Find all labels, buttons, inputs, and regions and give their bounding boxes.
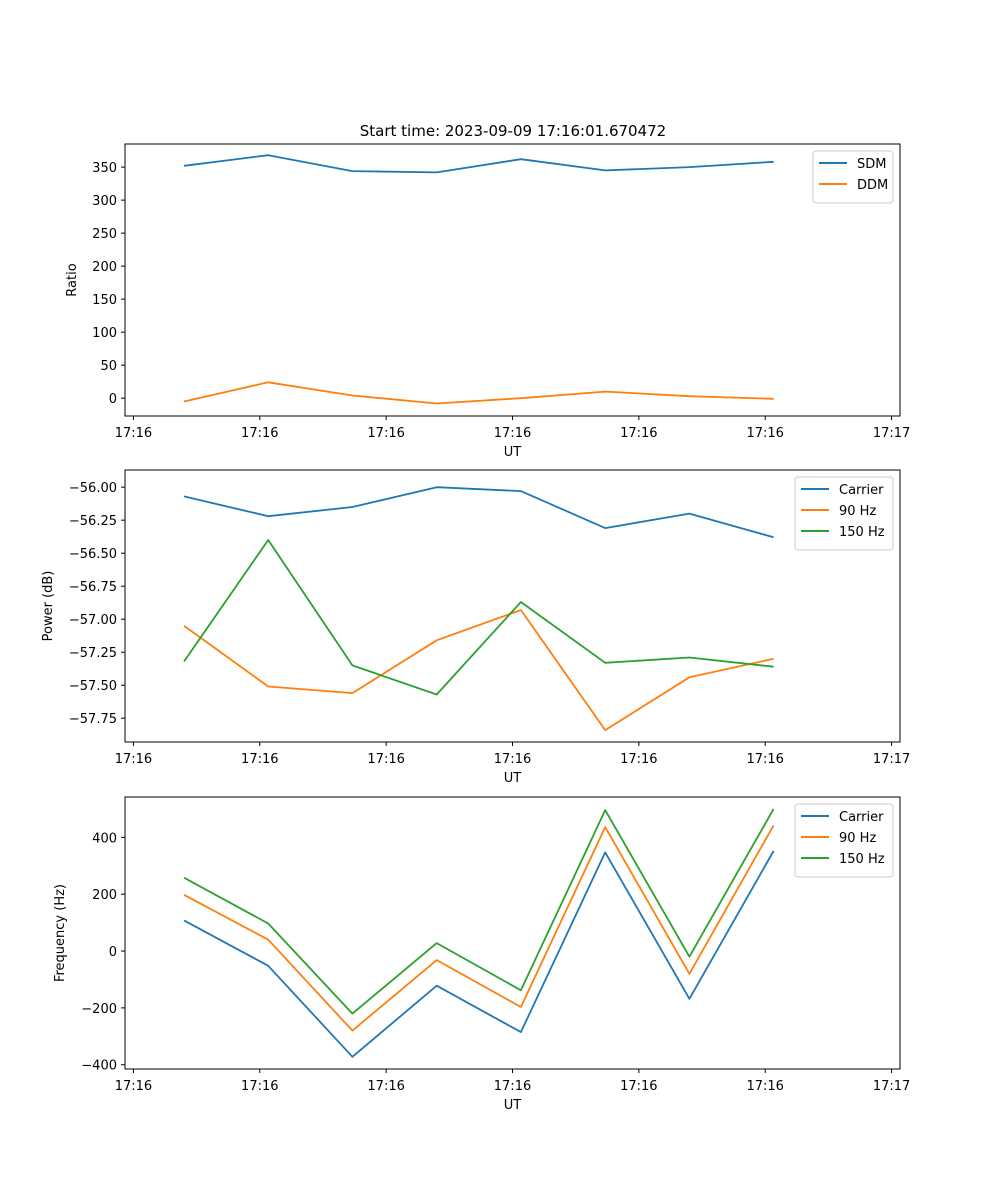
series-line-carrier: [183, 850, 775, 1058]
legend-label: 90 Hz: [839, 504, 876, 519]
series-line-sdm: [183, 154, 774, 174]
y-tick-label: 350: [92, 161, 117, 176]
legend: Carrier 90 Hz 150 Hz: [794, 803, 894, 878]
x-tick-label: 17:16: [367, 752, 404, 767]
x-tick-label: 17:16: [746, 752, 783, 767]
chart-panel-1: 0 50 100 150 200 250 300 350 17:16 17:16 17:16 17:1…: [65, 143, 910, 460]
series-line-ddm: [183, 381, 774, 405]
series-line-carrier: [183, 486, 774, 539]
y-tick-label: 400: [92, 831, 117, 846]
legend-label: 90 Hz: [839, 831, 876, 846]
y-tick-label: −56.00: [69, 481, 117, 496]
x-tick-label: 17:17: [873, 426, 910, 441]
y-axis-label: Power (dB): [41, 571, 56, 642]
axes-frame: [124, 796, 901, 1070]
x-axis-label: UT: [504, 1098, 522, 1113]
chart-title: Start time: 2023-09-09 17:16:01.670472: [360, 122, 666, 140]
y-tick-label: −56.75: [69, 580, 117, 595]
series-line-150-hz: [183, 808, 775, 1015]
y-axis-label: Frequency (Hz): [53, 884, 68, 982]
y-tick-label: −57.00: [69, 613, 117, 628]
y-tick-label: 250: [92, 227, 117, 242]
series-line-150-hz: [183, 539, 774, 696]
x-tick-label: 17:16: [115, 426, 152, 441]
x-tick-label: 17:16: [620, 752, 657, 767]
y-tick-label: −57.25: [69, 646, 117, 661]
y-tick-label: 150: [92, 293, 117, 308]
y-tick-label: −200: [81, 1002, 117, 1017]
x-tick-label: 17:16: [241, 1079, 278, 1094]
y-tick-label: −56.25: [69, 514, 117, 529]
y-tick-label: 50: [100, 359, 117, 374]
legend-label: DDM: [857, 178, 888, 193]
y-tick-label: 200: [92, 888, 117, 903]
x-tick-label: 17:16: [367, 1079, 404, 1094]
series-line-90-hz: [183, 824, 775, 1032]
y-tick-label: −57.50: [69, 679, 117, 694]
x-tick-label: 17:16: [115, 752, 152, 767]
chart-panel-3: −400 −200 0 200 400 17:16 17:16 17:16 17:16 17:16…: [53, 796, 910, 1113]
y-tick-label: −56.50: [69, 547, 117, 562]
axes-frame: [124, 469, 901, 743]
y-tick-label: −57.75: [69, 712, 117, 727]
x-tick-label: 17:17: [873, 752, 910, 767]
y-tick-label: 300: [92, 194, 117, 209]
legend-label: Carrier: [839, 810, 884, 825]
legend-label: SDM: [857, 157, 886, 172]
x-tick-label: 17:16: [620, 1079, 657, 1094]
x-tick-label: 17:16: [746, 426, 783, 441]
y-tick-label: 0: [109, 392, 117, 407]
x-axis-label: UT: [504, 771, 522, 786]
x-tick-label: 17:16: [494, 426, 531, 441]
x-tick-label: 17:16: [115, 1079, 152, 1094]
series-line-90-hz: [183, 609, 774, 731]
x-tick-label: 17:16: [746, 1079, 783, 1094]
y-tick-label: 200: [92, 260, 117, 275]
y-axis-label: Ratio: [65, 263, 80, 296]
legend: Carrier 90 Hz 150 Hz: [794, 476, 894, 551]
y-tick-label: 100: [92, 326, 117, 341]
x-tick-label: 17:16: [494, 752, 531, 767]
x-tick-label: 17:16: [367, 426, 404, 441]
legend-label: 150 Hz: [839, 525, 885, 540]
x-axis-label: UT: [504, 445, 522, 460]
axes-frame: [124, 143, 901, 417]
chart-panel-2: −56.00 −56.25 −56.50 −56.75 −57.00 −57.25 −57.…: [41, 469, 910, 786]
legend-label: Carrier: [839, 483, 884, 498]
x-tick-label: 17:16: [241, 752, 278, 767]
x-tick-label: 17:16: [494, 1079, 531, 1094]
legend: SDM DDM: [812, 150, 894, 204]
legend-label: 150 Hz: [839, 852, 885, 867]
y-tick-label: 0: [109, 945, 117, 960]
x-tick-label: 17:16: [241, 426, 278, 441]
x-tick-label: 17:17: [873, 1079, 910, 1094]
y-tick-label: −400: [81, 1059, 117, 1074]
x-tick-label: 17:16: [620, 426, 657, 441]
